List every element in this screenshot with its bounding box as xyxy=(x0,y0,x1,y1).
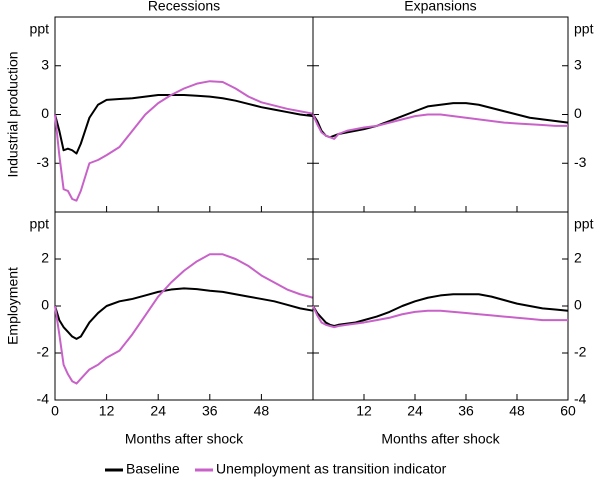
panel-frame xyxy=(54,211,314,401)
y-tick-label: -3 xyxy=(37,154,50,170)
x-tick-label: 24 xyxy=(407,403,423,419)
series-line xyxy=(54,287,314,340)
y-tick-label: 3 xyxy=(41,56,49,72)
x-tick-label: 48 xyxy=(254,403,270,419)
y-unit: ppt xyxy=(30,216,50,232)
panel-frame xyxy=(54,16,314,213)
y-tick-label: 2 xyxy=(574,250,582,266)
legend-label: Baseline xyxy=(126,461,180,477)
x-tick-label: 36 xyxy=(202,403,218,419)
x-tick-label: 24 xyxy=(150,403,166,419)
y-tick-label: 2 xyxy=(41,250,49,266)
series-line xyxy=(54,94,314,155)
y-tick-label: -2 xyxy=(37,344,50,360)
y-tick-label: 0 xyxy=(41,105,49,121)
y-tick-label: -4 xyxy=(574,391,587,407)
x-tick-label: 12 xyxy=(99,403,115,419)
series-line xyxy=(312,113,568,140)
x-tick-label: 12 xyxy=(356,403,372,419)
series-line xyxy=(54,253,314,385)
y-tick-label: 0 xyxy=(574,105,582,121)
y-axis-label: Industrial production xyxy=(5,51,21,177)
x-tick-label: 48 xyxy=(509,403,525,419)
y-unit: ppt xyxy=(574,21,594,37)
y-tick-label: 0 xyxy=(41,297,49,313)
series-line xyxy=(312,102,569,139)
x-tick-label: 36 xyxy=(458,403,474,419)
panel-title: Recessions xyxy=(148,0,220,14)
y-tick-label: -2 xyxy=(574,344,587,360)
x-tick-label: 0 xyxy=(51,403,59,419)
y-unit: ppt xyxy=(574,216,594,232)
y-tick-label: 3 xyxy=(574,56,582,72)
y-tick-label: 0 xyxy=(574,297,582,313)
series-line xyxy=(312,305,568,329)
y-unit: ppt xyxy=(30,21,50,37)
x-axis-label: Months after shock xyxy=(381,431,500,447)
y-tick-label: -3 xyxy=(574,154,587,170)
panel-title: Expansions xyxy=(404,0,476,14)
x-tick-label: 60 xyxy=(560,403,576,419)
series-line xyxy=(54,80,314,202)
series-line xyxy=(312,293,569,327)
x-axis-label: Months after shock xyxy=(125,431,244,447)
legend-label: Unemployment as transition indicator xyxy=(216,461,447,477)
y-tick-label: -4 xyxy=(37,391,50,407)
y-axis-label: Employment xyxy=(5,267,21,345)
